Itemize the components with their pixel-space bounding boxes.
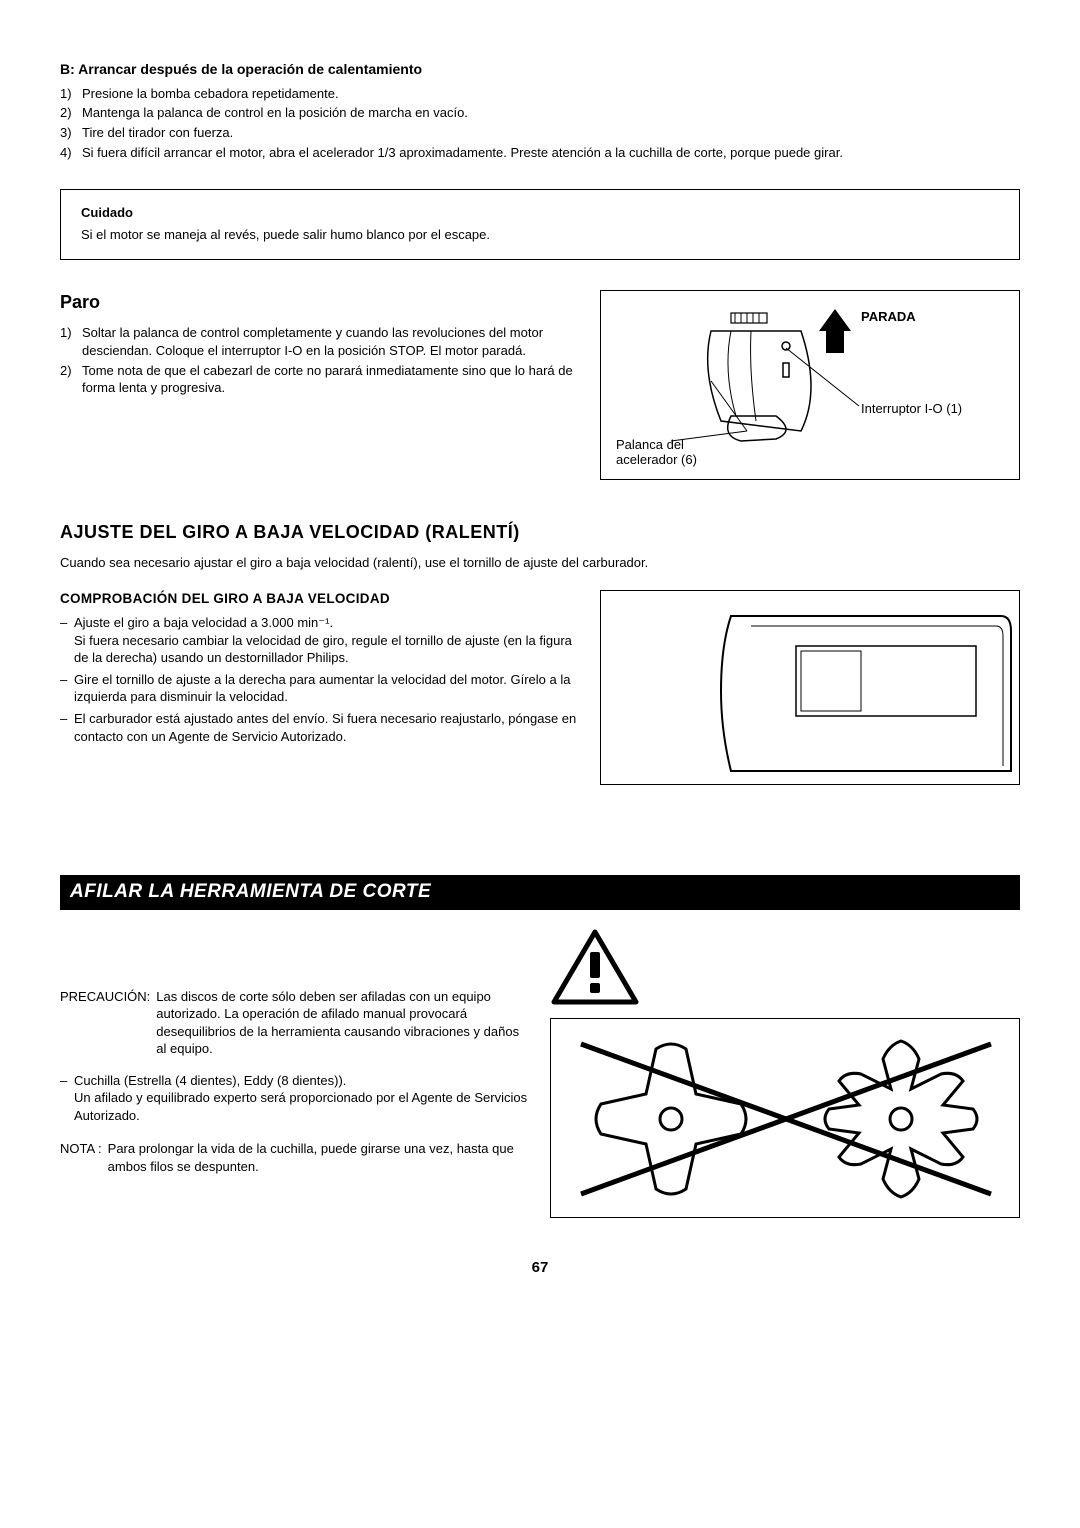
paro-diagram: PARADA Interruptor I-O (1) Palanca del a… [600, 290, 1020, 480]
list-item: –Gire el tornillo de ajuste a la derecha… [60, 671, 580, 706]
paro-list: 1)Soltar la palanca de control completam… [60, 324, 580, 396]
precaucion-block: PRECAUCIÓN: Las discos de corte sólo deb… [60, 988, 530, 1058]
ajuste-title: AJUSTE DEL GIRO A BAJA VELOCIDAD (RALENT… [60, 520, 1020, 544]
list-item: 1)Presione la bomba cebadora repetidamen… [60, 85, 1020, 103]
interruptor-label: Interruptor I-O (1) [861, 401, 962, 416]
list-item: –El carburador está ajustado antes del e… [60, 710, 580, 745]
list-item: –Ajuste el giro a baja velocidad a 3.000… [60, 614, 580, 667]
warning-icon [550, 928, 640, 1008]
palanca-label-1: Palanca del [616, 437, 684, 452]
section-b: B: Arrancar después de la operación de c… [60, 60, 1020, 161]
paro-section: Paro 1)Soltar la palanca de control comp… [60, 290, 1020, 480]
list-item: 3)Tire del tirador con fuerza. [60, 124, 1020, 142]
list-item: 4)Si fuera difícil arrancar el motor, ab… [60, 144, 1020, 162]
ajuste-section: AJUSTE DEL GIRO A BAJA VELOCIDAD (RALENT… [60, 520, 1020, 785]
caution-title: Cuidado [81, 204, 999, 222]
afilar-title: AFILAR LA HERRAMIENTA DE CORTE [60, 875, 1020, 910]
section-b-title: B: Arrancar después de la operación de c… [60, 60, 1020, 79]
list-item: 2)Tome nota de que el cabezarl de corte … [60, 362, 580, 397]
carburador-diagram: Tornillo de ajuste Carburador [600, 590, 1020, 785]
ajuste-list: –Ajuste el giro a baja velocidad a 3.000… [60, 614, 580, 745]
page-number: 67 [60, 1258, 1020, 1278]
palanca-label-2: acelerador (6) [616, 452, 697, 467]
list-item: 1)Soltar la palanca de control completam… [60, 324, 580, 359]
caution-box: Cuidado Si el motor se maneja al revés, … [60, 189, 1020, 260]
ajuste-intro: Cuando sea necesario ajustar el giro a b… [60, 554, 1020, 572]
parada-label: PARADA [861, 309, 916, 324]
section-b-list: 1)Presione la bomba cebadora repetidamen… [60, 85, 1020, 161]
ajuste-subtitle: COMPROBACIÓN DEL GIRO A BAJA VELOCIDAD [60, 590, 580, 608]
list-item: –Cuchilla (Estrella (4 dientes), Eddy (8… [60, 1072, 530, 1125]
blade-diagram [550, 1018, 1020, 1218]
nota-block: NOTA : Para prolongar la vida de la cuch… [60, 1140, 530, 1175]
afilar-section: PRECAUCIÓN: Las discos de corte sólo deb… [60, 928, 1020, 1218]
list-item: 2)Mantenga la palanca de control en la p… [60, 104, 1020, 122]
paro-title: Paro [60, 290, 580, 314]
caution-body: Si el motor se maneja al revés, puede sa… [81, 226, 999, 244]
